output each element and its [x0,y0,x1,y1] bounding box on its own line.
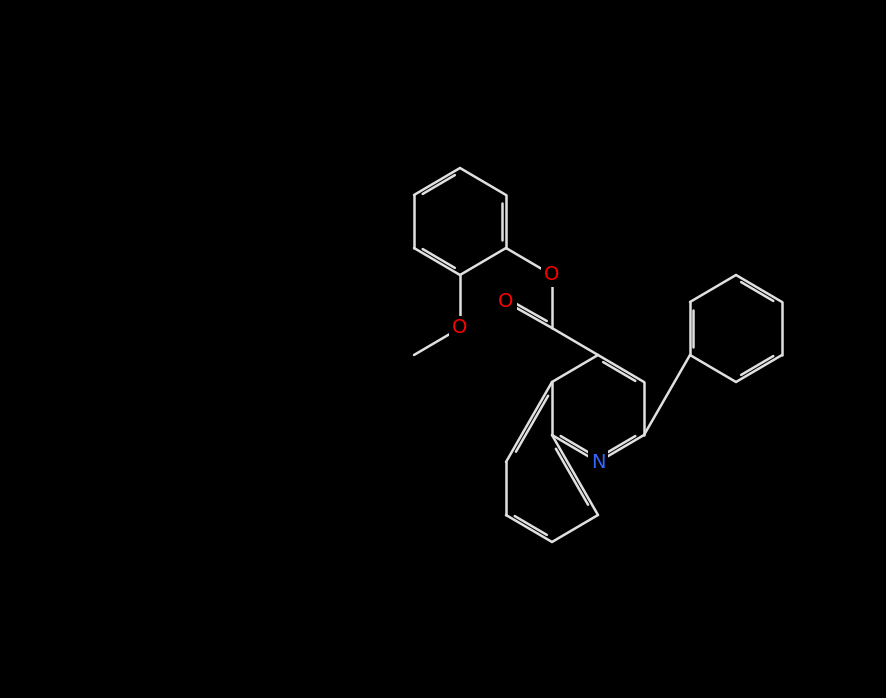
Text: N: N [590,452,604,472]
Text: O: O [498,292,513,311]
Text: O: O [544,265,559,285]
Text: O: O [452,318,467,338]
